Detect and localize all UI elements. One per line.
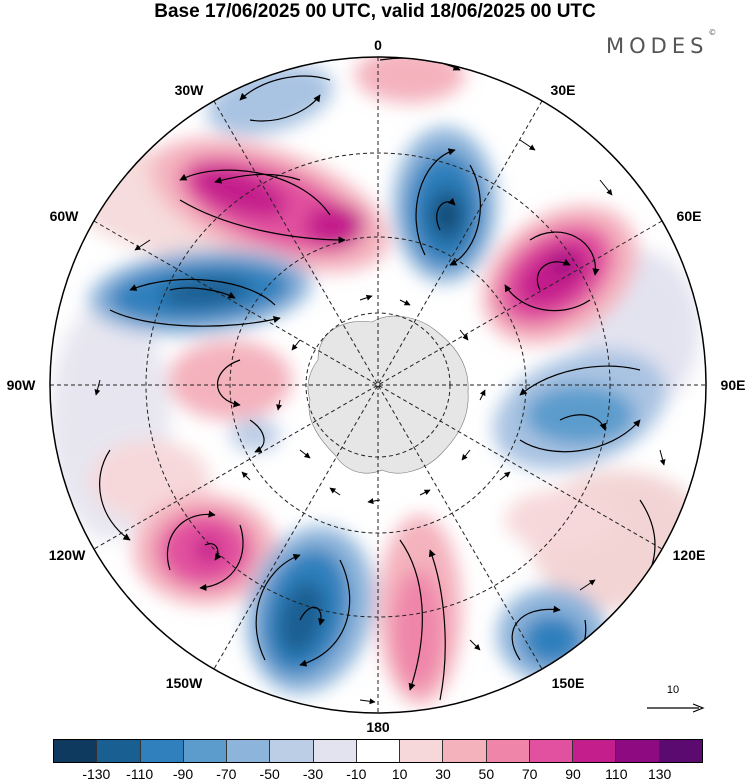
colorbar-tick-label: 130 (647, 766, 672, 782)
lon-label-150e: 150E (551, 675, 585, 691)
colorbar-tick-label: 70 (521, 766, 538, 782)
colorbar-segment (313, 740, 357, 762)
reference-vector-label: 10 (666, 684, 680, 696)
brand-logo: MODES© (606, 28, 716, 58)
lon-label-60e: 60E (676, 208, 702, 224)
wind-vectors (94, 139, 666, 705)
lon-label-90w: 90W (6, 377, 36, 393)
colorbar-segment (97, 740, 141, 762)
lon-label-30e: 30E (550, 82, 576, 98)
lon-label-120e: 120E (672, 547, 706, 563)
colorbar-tick-label: -30 (302, 766, 324, 782)
anomaly-field (50, 57, 706, 713)
colorbar-tick-label: -70 (216, 766, 237, 782)
lon-label-180: 180 (366, 719, 390, 735)
colorbar-segment (443, 740, 487, 762)
lon-label-30w: 30W (174, 82, 204, 98)
lon-label-60w: 60W (49, 208, 79, 224)
colorbar (53, 739, 703, 763)
map-border (49, 56, 707, 714)
colorbar-tick-label: -130 (82, 766, 111, 782)
colorbar-tick-label: -50 (259, 766, 280, 782)
lon-label-90e: 90E (720, 377, 746, 393)
antarctica-landmass (307, 315, 469, 474)
lon-label-0: 0 (374, 37, 382, 53)
colorbar-tick-label: 50 (478, 766, 495, 782)
colorbar-tick-label: -10 (346, 766, 367, 782)
colorbar-segment (659, 740, 702, 762)
colorbar-tick-label: 110 (605, 766, 628, 782)
colorbar-segment (270, 740, 314, 762)
colorbar-tick-label: 30 (435, 766, 451, 782)
colorbar-segment (227, 740, 271, 762)
colorbar-segment (356, 740, 401, 762)
lon-label-120w: 120W (48, 547, 86, 563)
colorbar-segment (54, 740, 98, 762)
colorbar-segment (529, 740, 574, 762)
colorbar-tick-label: -110 (126, 766, 154, 782)
lon-label-150w: 150W (165, 675, 203, 691)
reference-vector-arrow (647, 703, 705, 713)
graticule (50, 57, 706, 713)
colorbar-tick-label: 10 (391, 766, 408, 782)
map-title: Base 17/06/2025 00 UTC, valid 18/06/2025… (154, 1, 596, 22)
colorbar-segment (486, 740, 530, 762)
colorbar-segment (400, 740, 444, 762)
colorbar-segment (183, 740, 228, 762)
colorbar-tick-label: -90 (172, 766, 194, 782)
colorbar-segment (573, 740, 617, 762)
copyright-mark: © (708, 28, 717, 37)
colorbar-segment (616, 740, 660, 762)
colorbar-segment (140, 740, 184, 762)
brand-name: MODES (606, 34, 709, 58)
colorbar-tick-label: 90 (565, 766, 581, 782)
